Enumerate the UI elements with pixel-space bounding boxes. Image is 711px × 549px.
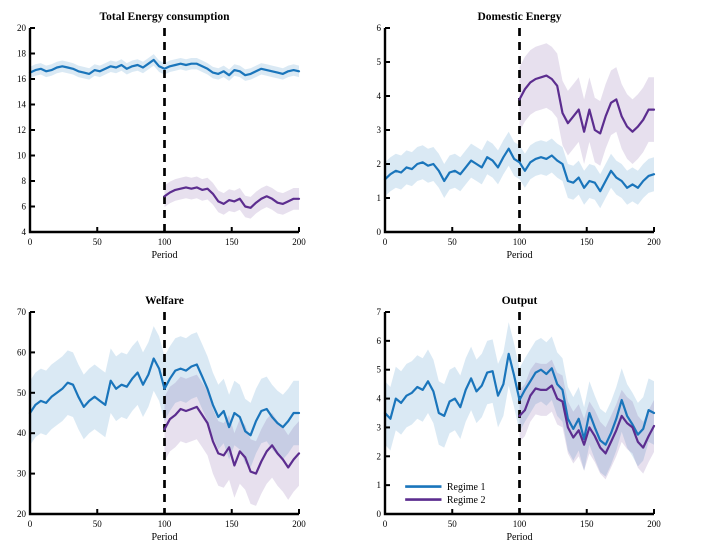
- regime-2-line: [518, 384, 656, 455]
- y-tick-label: 0: [377, 227, 382, 237]
- x-tick-label: 200: [647, 237, 661, 247]
- x-tick-label: 50: [448, 237, 458, 247]
- y-tick-label: 8: [22, 176, 27, 186]
- y-tick-label: 12: [17, 125, 26, 135]
- y-tick-label: 5: [377, 365, 382, 375]
- x-tick-label: 0: [28, 237, 33, 247]
- x-tick-label: 0: [383, 519, 388, 529]
- regime-2-line: [163, 186, 301, 209]
- y-tick-label: 1: [377, 480, 382, 490]
- regime-2-band: [164, 176, 299, 219]
- regime-1-line: [28, 357, 301, 437]
- y-tick-label: 5: [377, 57, 382, 67]
- x-tick-label: 100: [158, 519, 172, 529]
- y-tick-label: 50: [17, 388, 27, 398]
- x-tick-label: 0: [28, 519, 33, 529]
- regime-1-band: [30, 54, 299, 81]
- regime-1-line: [383, 352, 656, 446]
- panel-title: Welfare: [145, 295, 184, 307]
- regime-2-band: [519, 43, 654, 166]
- y-tick-label: 20: [17, 509, 27, 519]
- x-tick-label: 100: [158, 237, 172, 247]
- x-tick-label: 100: [513, 237, 527, 247]
- x-tick-label: 150: [225, 519, 239, 529]
- x-tick-label: 150: [580, 519, 594, 529]
- panel-title: Domestic Energy: [478, 11, 562, 23]
- x-axis-label: Period: [151, 532, 177, 543]
- y-tick-label: 0: [377, 509, 382, 519]
- y-tick-label: 1: [377, 193, 382, 203]
- x-tick-label: 200: [292, 519, 306, 529]
- y-tick-label: 18: [17, 49, 27, 59]
- x-tick-label: 200: [292, 237, 306, 247]
- y-tick-label: 60: [17, 347, 27, 357]
- y-tick-label: 30: [17, 469, 27, 479]
- regime-1-line: [383, 147, 656, 193]
- x-tick-label: 50: [93, 237, 103, 247]
- plot-welfare: 20 30 40 50 60 70 0 50 100 150 200 Welfare Period: [17, 295, 306, 543]
- y-tick-label: 4: [377, 91, 382, 101]
- y-tick-label: 10: [17, 151, 27, 161]
- y-tick-label: 7: [377, 307, 382, 317]
- y-tick-label: 70: [17, 307, 27, 317]
- y-tick-label: 20: [17, 23, 27, 33]
- x-axis-label: Period: [151, 250, 177, 261]
- x-tick-label: 100: [513, 519, 527, 529]
- x-axis-label: Period: [506, 250, 532, 261]
- y-tick-label: 6: [22, 202, 27, 212]
- y-tick-label: 6: [377, 23, 382, 33]
- y-tick-label: 4: [377, 394, 382, 404]
- x-tick-label: 0: [383, 237, 388, 247]
- y-tick-label: 6: [377, 336, 382, 346]
- plot-domestic-energy: 0 1 2 3 4 5 6 0 50 100 150 200 Domestic Energy Period: [377, 11, 662, 261]
- panel-title: Total Energy consumption: [100, 11, 231, 23]
- y-tick-label: 40: [17, 428, 27, 438]
- regime-2-line: [518, 74, 656, 135]
- y-tick-label: 2: [377, 451, 382, 461]
- regime-2-line: [163, 405, 301, 475]
- y-tick-label: 2: [377, 159, 382, 169]
- legend-label-regime-2: Regime 2: [447, 495, 486, 506]
- y-tick-label: 4: [22, 227, 27, 237]
- x-axis-label: Period: [506, 532, 532, 543]
- plot-output: 0 1 2 3 4 5 6 7 0 50 100 150 200 Output Period Regime 1…: [377, 295, 662, 543]
- y-tick-label: 3: [377, 422, 382, 432]
- panel-title: Output: [502, 295, 538, 307]
- x-tick-label: 50: [93, 519, 103, 529]
- y-tick-label: 3: [377, 125, 382, 135]
- x-tick-label: 50: [448, 519, 458, 529]
- y-tick-label: 14: [17, 100, 27, 110]
- x-tick-label: 200: [647, 519, 661, 529]
- y-tick-label: 16: [17, 74, 27, 84]
- regime-1-line: [28, 58, 301, 77]
- x-tick-label: 150: [580, 237, 594, 247]
- legend-label-regime-1: Regime 1: [447, 482, 486, 493]
- x-tick-label: 150: [225, 237, 239, 247]
- regime-2-band: [519, 359, 654, 480]
